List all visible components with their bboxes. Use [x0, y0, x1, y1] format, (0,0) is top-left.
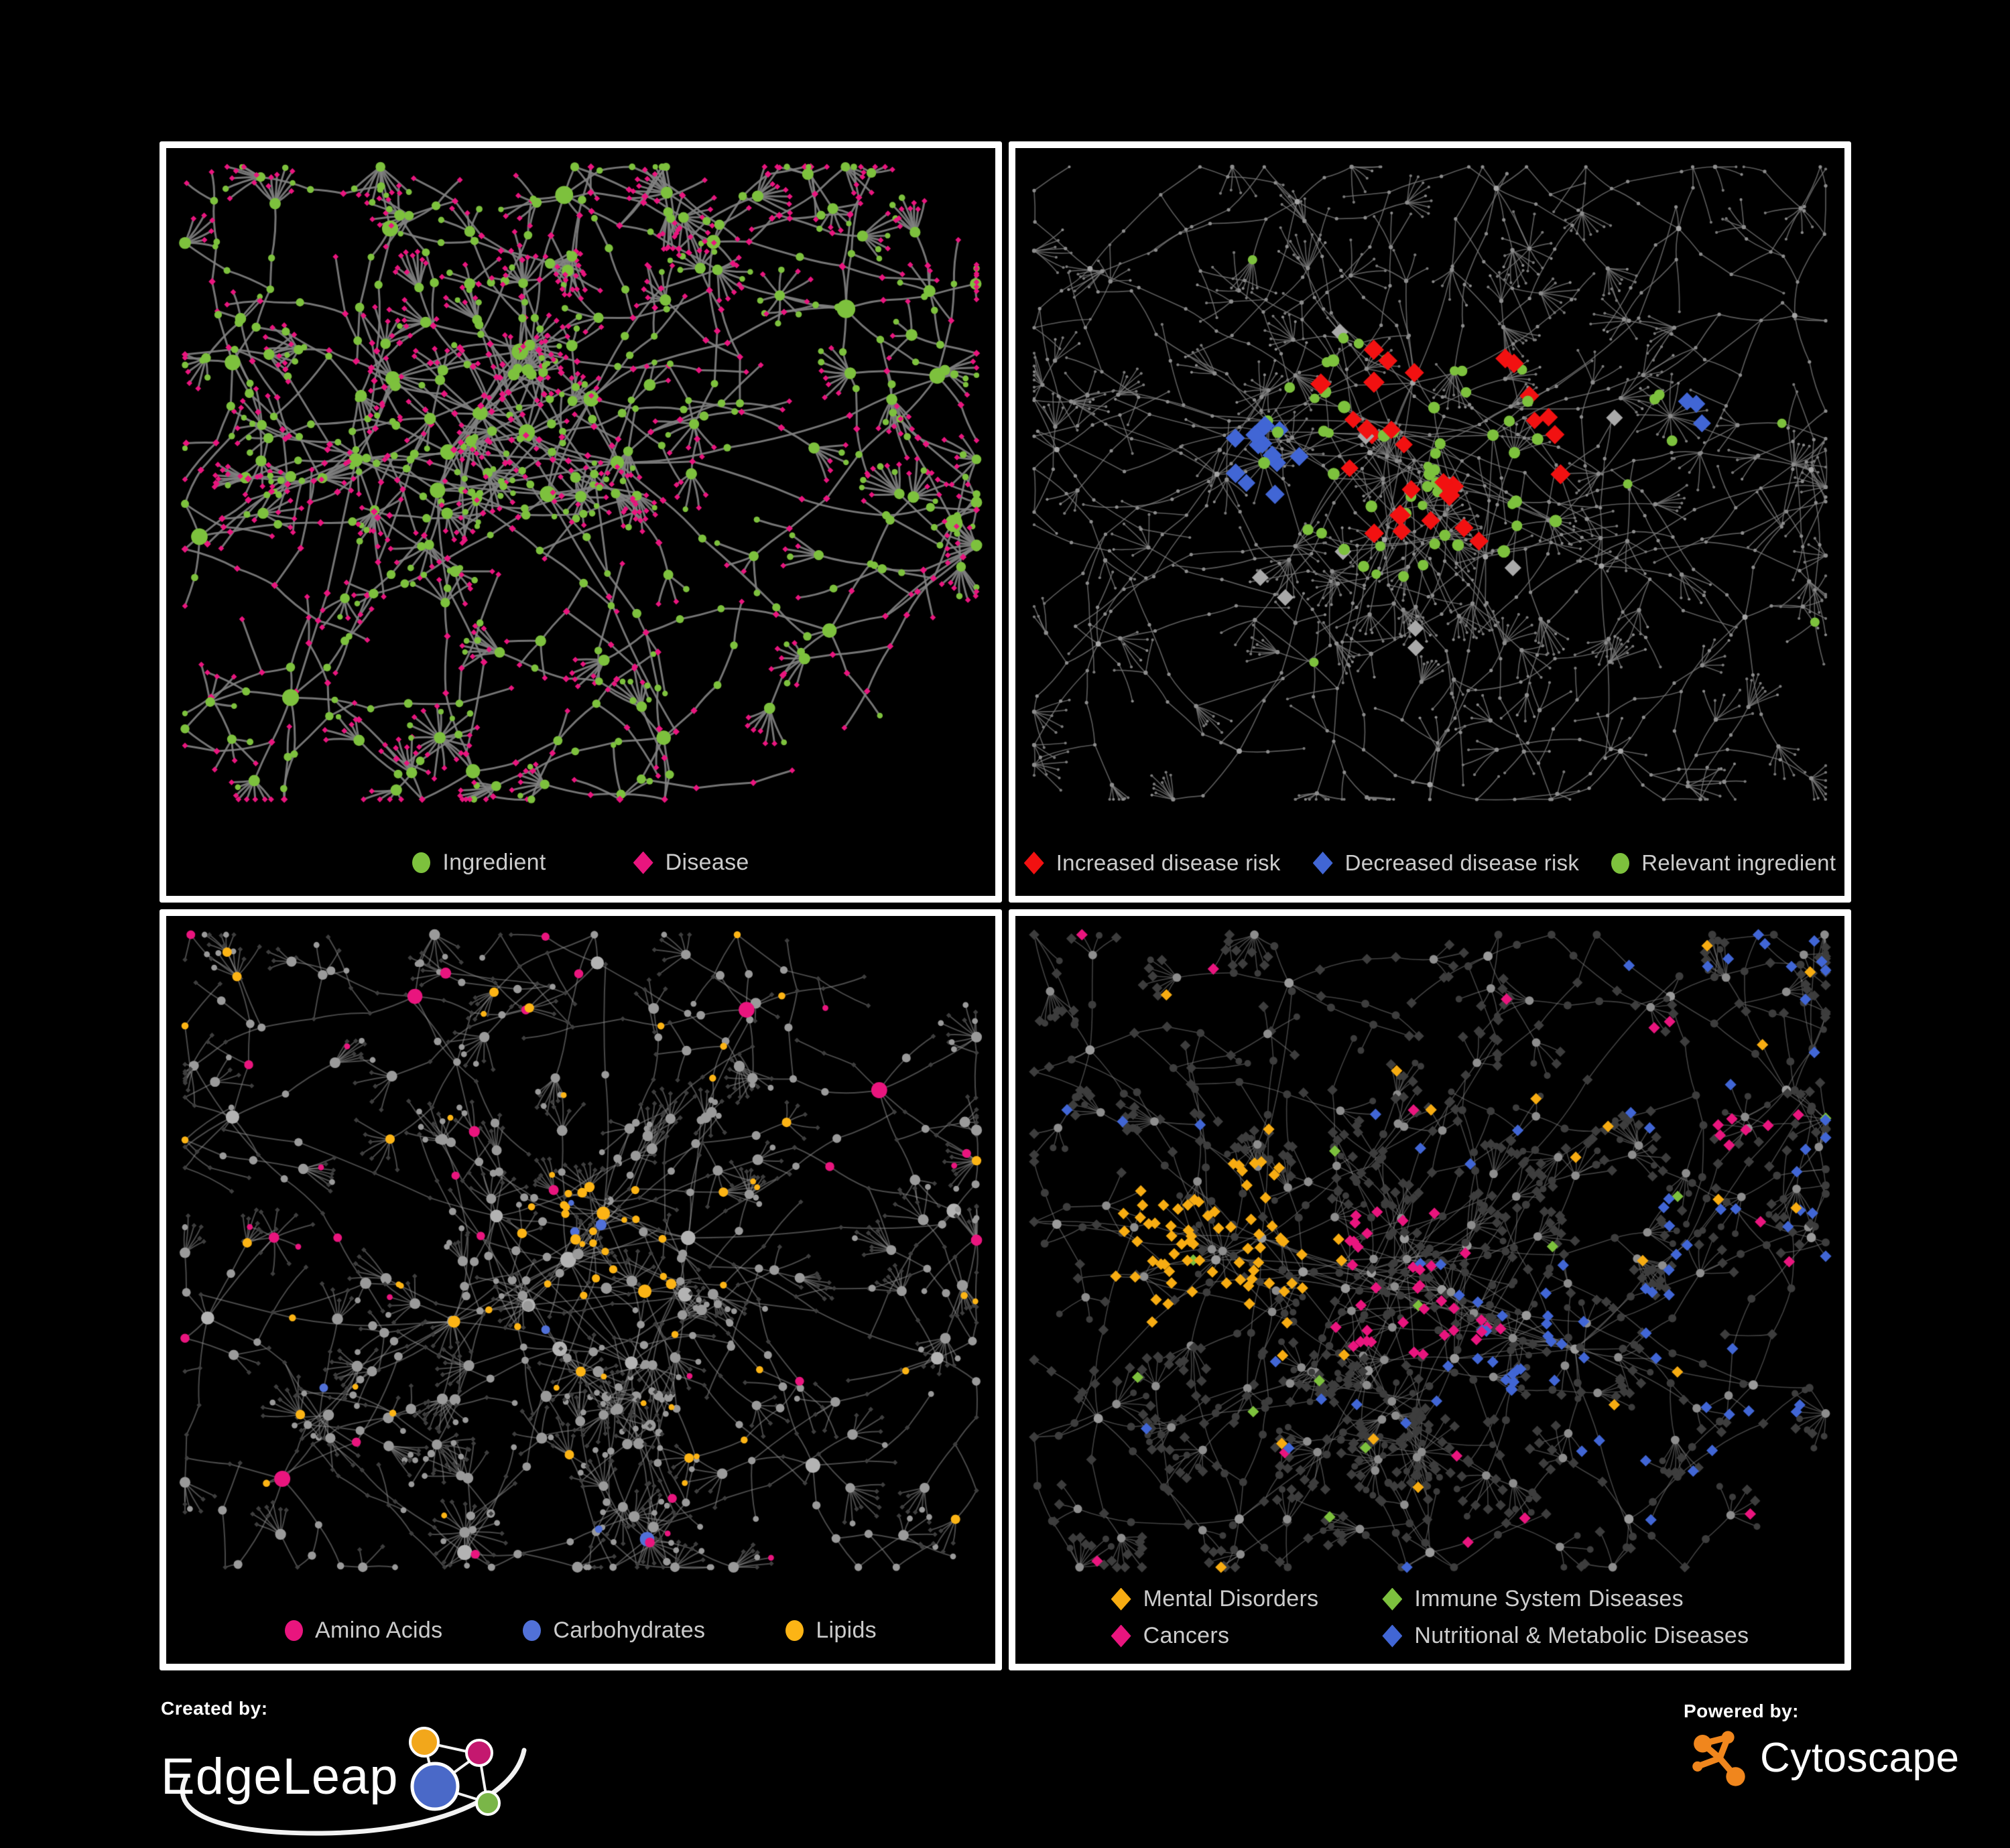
network-grid: Ingredient Disease Increased disease ris…: [160, 141, 1851, 1670]
legend-item-carbohydrates: Carbohydrates: [523, 1618, 705, 1644]
panel-nutrient-classes: Amino Acids Carbohydrates Lipids: [160, 909, 1002, 1670]
legend-disease-risk: Increased disease risk Decreased disease…: [1015, 850, 1844, 876]
legend-item-nutritional-metabolic: Nutritional & Metabolic Diseases: [1382, 1623, 1749, 1649]
legend-label-ingredient: Ingredient: [442, 850, 546, 875]
mental-disorders-diamond-icon: [1111, 1587, 1131, 1611]
legend-item-ingredient: Ingredient: [412, 850, 546, 876]
legend-label-decreased-risk: Decreased disease risk: [1344, 850, 1580, 875]
edgeleap-network-icon: [408, 1727, 501, 1816]
carbohydrates-circle-icon: [523, 1620, 542, 1641]
panel-ingredient-disease: Ingredient Disease: [160, 141, 1002, 903]
legend-ingredient-disease: Ingredient Disease: [166, 850, 995, 876]
cytoscape-network-icon: [1692, 1731, 1745, 1786]
created-by-block: Created by: EdgeLeap: [161, 1698, 527, 1836]
legend-nutrient-classes: Amino Acids Carbohydrates Lipids: [166, 1618, 995, 1644]
decreased-risk-diamond-icon: [1312, 852, 1333, 874]
legend-item-lipids: Lipids: [786, 1618, 877, 1644]
legend-label-cancers: Cancers: [1143, 1623, 1230, 1648]
amino-acids-circle-icon: [285, 1620, 304, 1641]
disease-diamond-icon: [633, 851, 653, 874]
relevant-ingredient-circle-icon: [1611, 852, 1630, 874]
ingredient-circle-icon: [412, 852, 431, 873]
legend-label-amino-acids: Amino Acids: [315, 1618, 443, 1643]
legend-item-decreased-risk: Decreased disease risk: [1312, 850, 1580, 876]
legend-label-increased-risk: Increased disease risk: [1056, 850, 1281, 875]
legend-item-increased-risk: Increased disease risk: [1023, 850, 1281, 876]
legend-item-relevant-ingredient: Relevant ingredient: [1611, 850, 1836, 876]
network-canvas-disease-risk: [1015, 148, 1844, 896]
legend-label-immune-diseases: Immune System Diseases: [1414, 1586, 1684, 1611]
legend-label-disease: Disease: [665, 850, 749, 875]
legend-label-nutritional-metabolic: Nutritional & Metabolic Diseases: [1414, 1623, 1749, 1648]
cancers-diamond-icon: [1111, 1624, 1131, 1648]
cytoscape-logo: Cytoscape: [1684, 1723, 1959, 1793]
legend-label-carbohydrates: Carbohydrates: [553, 1618, 706, 1643]
nutritional-metabolic-diamond-icon: [1382, 1624, 1403, 1648]
network-canvas-nutrient-classes: [166, 916, 995, 1664]
legend-item-immune-diseases: Immune System Diseases: [1382, 1586, 1749, 1612]
cytoscape-logo-text: Cytoscape: [1760, 1735, 1960, 1781]
edgeleap-logo: EdgeLeap: [161, 1721, 527, 1836]
legend-label-relevant-ingredient: Relevant ingredient: [1641, 850, 1836, 875]
panel-disease-classes: Mental Disorders Immune System Diseases …: [1009, 909, 1851, 1670]
legend-item-amino-acids: Amino Acids: [285, 1618, 442, 1644]
immune-diseases-diamond-icon: [1382, 1587, 1403, 1611]
network-canvas-disease-classes: [1015, 916, 1844, 1664]
increased-risk-diamond-icon: [1023, 852, 1044, 874]
powered-by-block: Powered by: Cytoscape: [1684, 1701, 1959, 1793]
network-canvas-ingredient-disease: [166, 148, 995, 896]
edgeleap-logo-text: EdgeLeap: [161, 1748, 399, 1805]
legend-item-disease: Disease: [633, 850, 749, 876]
panel-disease-risk: Increased disease risk Decreased disease…: [1009, 141, 1851, 903]
created-by-label: Created by:: [161, 1698, 268, 1719]
powered-by-label: Powered by:: [1684, 1701, 1799, 1721]
lipids-circle-icon: [786, 1620, 804, 1641]
legend-label-mental-disorders: Mental Disorders: [1143, 1586, 1319, 1611]
legend-item-cancers: Cancers: [1111, 1623, 1319, 1649]
legend-item-mental-disorders: Mental Disorders: [1111, 1586, 1319, 1612]
legend-label-lipids: Lipids: [816, 1618, 877, 1643]
legend-disease-classes: Mental Disorders Immune System Diseases …: [1015, 1586, 1844, 1649]
